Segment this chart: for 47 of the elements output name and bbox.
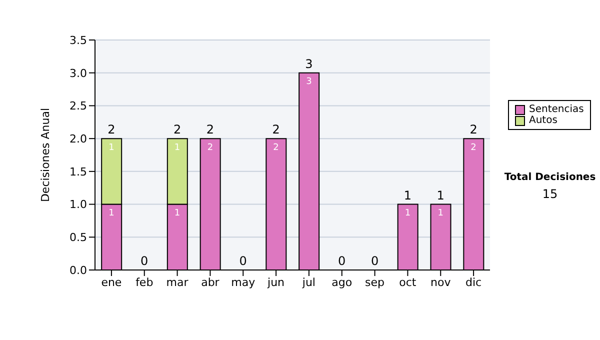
x-tick-label: ene [101, 276, 122, 289]
x-tick-label: oct [399, 276, 417, 289]
data-label: 1 [108, 208, 114, 219]
total-label: 2 [272, 122, 280, 137]
y-tick-label: 2.0 [70, 132, 87, 146]
data-label: 2 [273, 142, 279, 153]
data-label: 1 [174, 208, 180, 219]
total-label: 1 [404, 188, 412, 202]
text: 15 [541, 187, 559, 201]
y-tick-label: 0.5 [70, 231, 87, 244]
x-tick-label: dic [465, 276, 482, 289]
text: Total Decisiones [503, 172, 597, 183]
data-label: 1 [404, 208, 411, 219]
x-tick-label: jul [301, 276, 316, 289]
y-tick-label: 1.0 [70, 198, 87, 212]
x-tick-label: feb [136, 276, 154, 289]
x-tick-label: abr [201, 276, 220, 289]
x-tick-label: ago [332, 276, 352, 289]
data-label: 2 [470, 142, 476, 153]
total-label: 3 [305, 56, 313, 71]
total-label: 0 [370, 254, 379, 268]
legend-label: Sentencias [529, 104, 584, 115]
total-label: 0 [338, 254, 346, 268]
total-label: 2 [470, 122, 478, 137]
x-tick-label: sep [365, 276, 385, 289]
y-tick-label: 0.0 [70, 264, 87, 277]
x-tick-label: may [231, 276, 256, 289]
data-label: 2 [207, 142, 214, 153]
y-axis-title: Decisiones Anual [38, 108, 52, 202]
total-label: 2 [108, 122, 116, 137]
data-label: 1 [174, 142, 180, 153]
total-label: 2 [206, 122, 214, 137]
data-label: 1 [108, 142, 114, 153]
data-label: 1 [438, 208, 444, 219]
total-label: 0 [239, 254, 247, 268]
legend-label: Autos [529, 115, 558, 126]
y-tick-label: 1.5 [70, 165, 87, 178]
total-label: 1 [436, 188, 444, 202]
data-label: 3 [306, 77, 312, 88]
x-tick-label: nov [430, 276, 452, 289]
total-label: 0 [140, 254, 148, 268]
x-tick-label: jun [266, 276, 285, 289]
y-tick-label: 3.5 [70, 34, 87, 47]
y-tick-label: 3.0 [70, 66, 87, 80]
total-label: 2 [173, 122, 182, 137]
x-tick-label: mar [166, 276, 189, 289]
y-tick-label: 2.5 [70, 100, 87, 113]
